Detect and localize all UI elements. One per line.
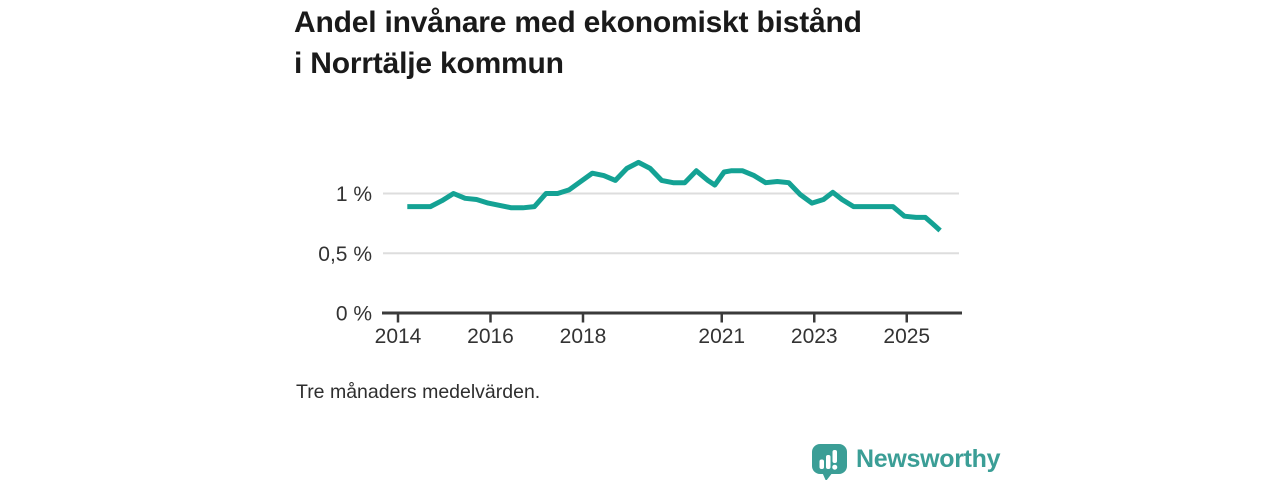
bar-chart-speech-bubble-icon [812, 444, 847, 480]
y-tick-label: 0,5 % [318, 243, 372, 266]
y-tick-label: 1 % [336, 183, 372, 206]
chart-footnote: Tre månaders medelvärden. [296, 381, 541, 403]
data-line-series [407, 159, 942, 233]
chart-title: Andel invånare med ekonomiskt bistånd i … [294, 6, 862, 80]
x-tick-label: 2023 [791, 325, 838, 348]
x-tick-label: 2014 [375, 325, 422, 348]
y-tick-label: 0 % [336, 303, 372, 326]
x-tick-label: 2021 [698, 325, 745, 348]
newsworthy-logo-link[interactable]: Newsworthy [811, 443, 1001, 480]
x-tick-label: 2016 [467, 325, 514, 348]
newsworthy-wordmark: Newsworthy [856, 445, 1001, 473]
x-tick-label: 2018 [560, 325, 607, 348]
x-tick-label: 2025 [883, 325, 930, 348]
